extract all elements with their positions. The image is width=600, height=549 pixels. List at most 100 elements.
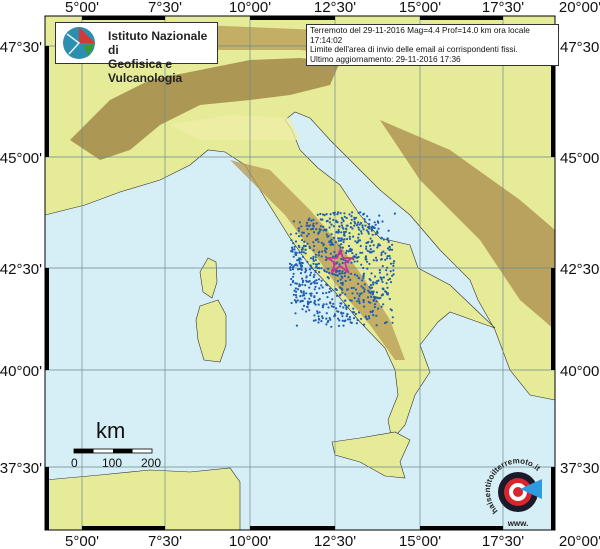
event-dot: [388, 248, 391, 251]
event-dot: [309, 300, 312, 303]
lon-label: 15°00': [399, 0, 441, 16]
event-dot: [332, 305, 335, 309]
event-dot: [347, 244, 351, 248]
event-dot: [337, 230, 340, 233]
event-dot: [369, 237, 372, 240]
event-dot: [364, 315, 367, 318]
event-dot: [298, 267, 301, 270]
lat-label: 37°30': [0, 460, 42, 477]
event-dot: [337, 310, 340, 313]
latitude-labels-left: 47°30' 45°00' 42°30' 40°00' 37°30': [0, 39, 42, 477]
event-dot: [311, 227, 314, 230]
event-dot: [340, 231, 343, 234]
event-dot: [372, 244, 375, 247]
event-dot: [356, 292, 359, 295]
lon-label: 10°00': [229, 0, 271, 16]
event-dot: [358, 302, 361, 305]
graticule: [45, 16, 555, 530]
event-dot: [374, 223, 377, 226]
event-dot: [331, 298, 334, 301]
event-dot: [312, 262, 315, 265]
lon-label: 20°00': [559, 533, 600, 549]
event-dot: [374, 233, 377, 236]
event-dot: [295, 263, 298, 266]
event-dot: [332, 218, 335, 222]
event-dot: [319, 225, 322, 228]
lon-label: 10°00': [229, 533, 271, 549]
event-dot: [325, 312, 328, 315]
event-dot: [300, 225, 303, 228]
event-dot: [318, 228, 321, 231]
event-dot: [359, 292, 362, 296]
event-dot: [298, 261, 301, 264]
event-dot: [357, 297, 360, 300]
event-dot: [369, 279, 372, 282]
event-dot: [350, 261, 353, 264]
event-dot: [335, 270, 338, 273]
lon-label: 5°00': [65, 0, 99, 16]
event-dot: [325, 284, 329, 287]
lon-label: 5°00': [65, 533, 99, 549]
event-dot: [315, 282, 319, 285]
event-dot: [345, 216, 348, 220]
event-dot: [368, 250, 371, 253]
event-dot: [340, 243, 343, 246]
event-dot: [320, 284, 323, 287]
epicenter-star-icon[interactable]: [325, 247, 355, 275]
event-dot: [373, 296, 376, 299]
event-dot: [380, 276, 383, 279]
event-dot: [301, 283, 304, 286]
event-dot: [304, 244, 307, 248]
event-dot: [344, 293, 347, 296]
event-dot: [353, 296, 356, 300]
event-dot: [356, 318, 359, 322]
event-dot: [337, 239, 340, 242]
event-dot: [323, 214, 326, 217]
event-dot: [361, 224, 364, 227]
event-dot: [371, 233, 374, 236]
event-dot: [325, 270, 328, 274]
lon-label: 17°30': [482, 0, 524, 16]
event-dot: [341, 246, 344, 249]
event-dot: [347, 250, 350, 253]
event-dot: [356, 260, 359, 263]
event-dot: [320, 241, 323, 244]
event-dot: [346, 224, 349, 227]
scale-bar: [73, 448, 153, 454]
event-dot: [367, 315, 370, 318]
event-dot: [312, 259, 315, 262]
event-dot: [313, 282, 316, 285]
balkans: [380, 120, 555, 330]
event-dot: [322, 225, 325, 228]
event-dot: [388, 297, 391, 301]
event-dot: [341, 276, 344, 279]
event-dot: [372, 299, 375, 302]
event-dot: [296, 299, 299, 302]
event-dot: [298, 283, 301, 286]
event-dot: [341, 272, 344, 275]
event-dot: [310, 292, 313, 295]
event-dot: [305, 221, 309, 224]
event-dot: [349, 272, 353, 275]
event-dot: [380, 251, 383, 254]
event-dot: [292, 265, 295, 268]
event-dot: [341, 218, 344, 221]
event-dot: [370, 250, 374, 253]
event-dot: [315, 222, 318, 225]
event-dot: [372, 314, 375, 317]
event-dot: [342, 219, 345, 223]
event-dot: [328, 291, 331, 294]
event-dot: [291, 280, 294, 284]
event-dot: [350, 218, 353, 221]
event-dot: [316, 267, 320, 270]
event-dot: [370, 295, 373, 298]
event-dot: [341, 283, 344, 286]
event-dot: [317, 303, 320, 306]
event-dot: [305, 292, 308, 295]
event-dot: [386, 286, 389, 289]
event-dot: [330, 241, 333, 244]
event-dot: [364, 220, 367, 223]
event-dot: [368, 317, 371, 320]
badge-www-text: www.: [507, 519, 529, 528]
event-dot: [314, 253, 317, 256]
